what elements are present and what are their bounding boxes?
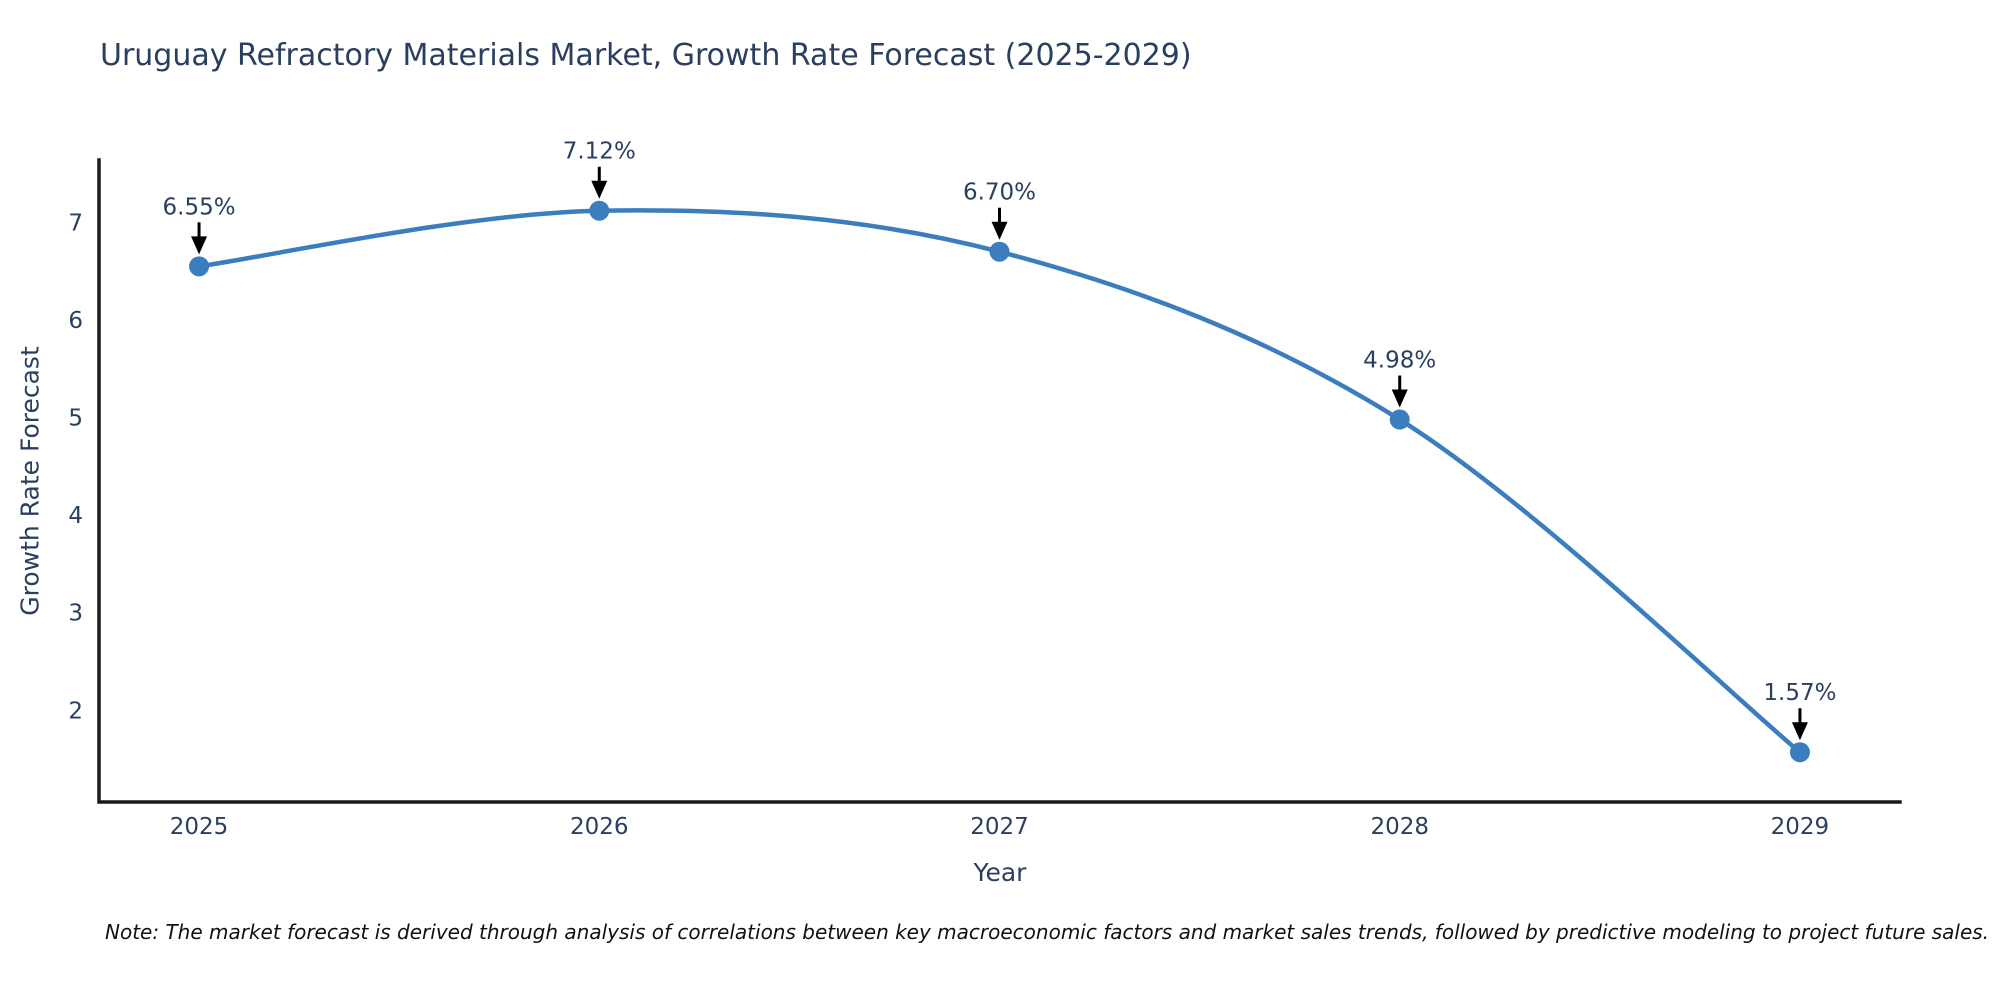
data-point-label: 1.57% (1763, 680, 1836, 706)
data-point-marker[interactable] (189, 256, 210, 277)
y-tick-label: 5 (68, 406, 83, 432)
data-point-marker[interactable] (1789, 742, 1810, 763)
x-tick-label: 2029 (1771, 814, 1830, 840)
axis-spines (97, 158, 1902, 804)
x-tick-label: 2028 (1370, 814, 1429, 840)
x-tick-label: 2027 (970, 814, 1029, 840)
x-axis-title: Year (973, 858, 1027, 887)
annotation-arrowhead (1791, 722, 1808, 741)
y-tick-label: 6 (68, 308, 83, 334)
chart-title: Uruguay Refractory Materials Market, Gro… (100, 38, 1192, 73)
data-point-label: 6.70% (963, 180, 1036, 206)
data-point-label: 4.98% (1363, 348, 1436, 374)
data-point-label: 7.12% (563, 139, 636, 165)
y-tick-label: 2 (68, 698, 83, 724)
annotation-arrowhead (1391, 389, 1408, 408)
annotation-arrowhead (991, 221, 1008, 240)
y-tick-label: 7 (68, 210, 83, 236)
x-tick-label: 2026 (570, 814, 629, 840)
data-point-marker[interactable] (989, 241, 1010, 262)
y-tick-label: 3 (68, 601, 83, 627)
data-point-marker[interactable] (1389, 409, 1410, 430)
annotation-arrowhead (591, 180, 608, 199)
y-tick-label: 4 (68, 503, 83, 529)
data-point-label: 6.55% (163, 194, 236, 220)
series-line (198, 208, 1802, 754)
x-tick-label: 2025 (170, 814, 229, 840)
chart-note: Note: The market forecast is derived thr… (105, 920, 1990, 944)
annotation-arrowhead (191, 236, 208, 255)
y-axis-title: Growth Rate Forecast (15, 346, 45, 616)
data-point-marker[interactable] (589, 200, 610, 221)
